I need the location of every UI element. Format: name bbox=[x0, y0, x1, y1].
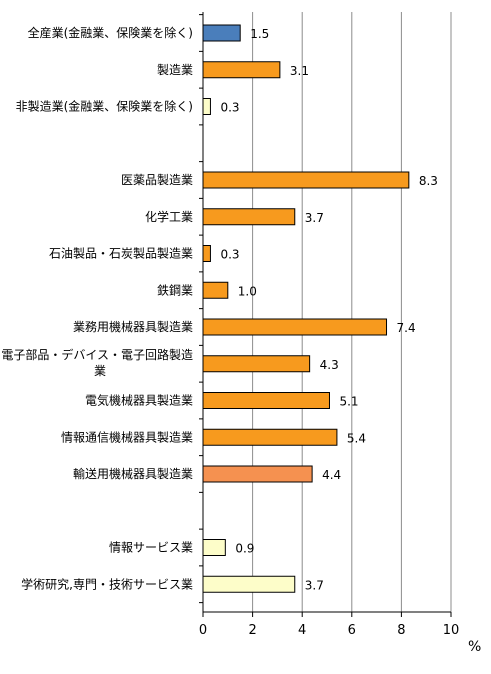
value-label: 5.4 bbox=[347, 431, 366, 445]
value-label: 3.7 bbox=[305, 211, 324, 225]
category-label: 電子部品・デバイス・電子回路製造業 bbox=[1, 347, 193, 378]
category-label-line: 業 bbox=[94, 364, 106, 378]
value-label: 8.3 bbox=[419, 174, 438, 188]
value-label: 7.4 bbox=[397, 321, 416, 335]
x-tick-labels: 0 2 4 6 8 10 bbox=[199, 623, 459, 638]
value-labels: 1.5 3.1 0.3 8.3 3.7 0.3 1.0 7.4 4.3 5.1 5.4 4.4 0.9 3… bbox=[220, 27, 437, 592]
bar bbox=[202, 24, 241, 42]
category-label: 全産業(金融業、保険業を除く) bbox=[28, 25, 193, 40]
x-tick-label: 10 bbox=[443, 623, 460, 638]
value-label: 5.1 bbox=[339, 395, 358, 409]
bar bbox=[202, 98, 211, 115]
bar bbox=[202, 208, 296, 226]
value-label: 3.1 bbox=[290, 64, 309, 78]
category-label: 医薬品製造業 bbox=[121, 173, 193, 187]
category-label: 情報通信機械器具製造業 bbox=[61, 429, 193, 444]
category-label: 製造業 bbox=[157, 63, 193, 77]
x-tick-label: 0 bbox=[199, 623, 207, 638]
value-label: 4.4 bbox=[322, 468, 341, 482]
category-label-line: 電子部品・デバイス・電子回路製造 bbox=[1, 347, 193, 362]
value-label: 0.3 bbox=[220, 101, 239, 115]
bar bbox=[202, 392, 330, 409]
gridlines bbox=[252, 12, 452, 612]
category-label: 非製造業(金融業、保険業を除く) bbox=[16, 99, 193, 114]
bar bbox=[202, 539, 226, 556]
bars bbox=[202, 24, 410, 593]
bar bbox=[202, 245, 211, 262]
bar bbox=[202, 281, 229, 299]
category-label: 学術研究,専門・技術サービス業 bbox=[21, 576, 193, 591]
value-label: 1.5 bbox=[250, 27, 269, 41]
value-label: 4.3 bbox=[320, 358, 339, 372]
value-label: 0.3 bbox=[220, 248, 239, 262]
x-tick-label: 2 bbox=[248, 623, 256, 638]
category-label: 輸送用機械器具製造業 bbox=[73, 466, 193, 481]
value-label: 3.7 bbox=[305, 578, 324, 592]
value-label: 0.9 bbox=[235, 542, 254, 556]
x-tick-label: 4 bbox=[298, 623, 306, 638]
category-label: 石油製品・石炭製品製造業 bbox=[49, 247, 193, 261]
category-label: 電気機械器具製造業 bbox=[85, 393, 193, 408]
bar bbox=[202, 318, 388, 336]
bar bbox=[202, 171, 410, 189]
x-unit-label: % bbox=[468, 639, 481, 655]
bar bbox=[202, 465, 313, 483]
axes bbox=[199, 12, 452, 617]
category-label: 情報サービス業 bbox=[109, 541, 193, 555]
x-tick-label: 6 bbox=[348, 623, 356, 638]
x-tick-label: 8 bbox=[397, 623, 405, 638]
bar bbox=[202, 575, 296, 593]
category-label: 鉄鋼業 bbox=[157, 282, 193, 297]
category-label: 業務用機械器具製造業 bbox=[73, 319, 193, 334]
category-label: 化学工業 bbox=[145, 209, 193, 224]
value-label: 1.0 bbox=[238, 284, 257, 298]
bar bbox=[202, 355, 311, 373]
bar bbox=[202, 61, 281, 79]
bar bbox=[202, 428, 338, 446]
